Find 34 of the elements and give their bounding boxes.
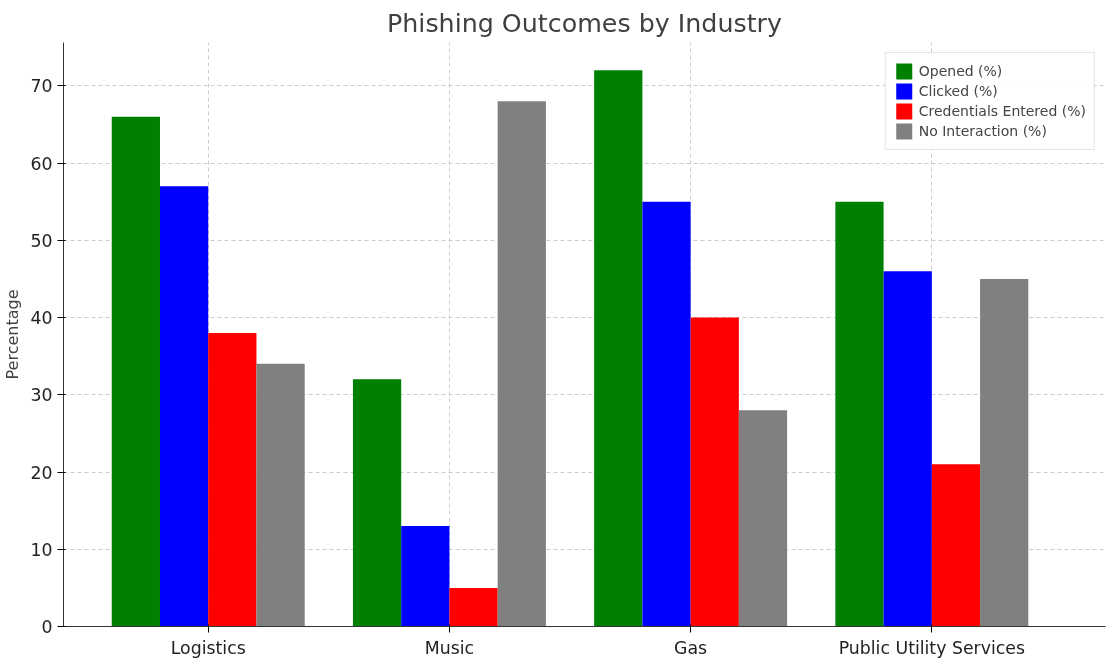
y-tick-label: 40: [30, 308, 53, 329]
y-tick-label: 0: [41, 617, 53, 637]
y-tick-label: 10: [30, 539, 53, 560]
legend-label: Opened (%): [918, 63, 1003, 79]
bar: [111, 116, 160, 627]
bar: [642, 201, 691, 627]
bar: [690, 317, 739, 627]
bar: [256, 363, 305, 627]
chart-title: Phishing Outcomes by Industry: [387, 7, 782, 38]
y-tick-label: 60: [30, 153, 53, 174]
x-tick-label: Gas: [674, 637, 708, 658]
bar: [883, 271, 932, 627]
bar: [159, 186, 209, 627]
bar: [449, 587, 498, 627]
bar: [594, 70, 643, 627]
bar: [352, 379, 402, 627]
bar: [931, 464, 981, 627]
y-tick-label: 20: [30, 462, 53, 483]
bar: [208, 332, 257, 627]
legend-label: Clicked (%): [918, 83, 998, 99]
y-tick-label: 50: [30, 230, 53, 251]
legend-label: No Interaction (%): [918, 123, 1047, 139]
bar: [738, 410, 788, 627]
y-tick-label: 70: [30, 76, 53, 97]
x-tick-label: Logistics: [170, 637, 246, 658]
legend-label: Credentials Entered (%): [918, 103, 1086, 119]
bar: [835, 201, 884, 627]
bar: [401, 526, 450, 627]
y-tick-label: 30: [30, 385, 53, 406]
bar: [980, 278, 1029, 627]
x-tick-label: Music: [424, 637, 475, 658]
bar: [497, 101, 546, 627]
x-tick-label: Public Utility Services: [838, 637, 1026, 658]
y-axis-title: Percentage: [3, 289, 23, 380]
